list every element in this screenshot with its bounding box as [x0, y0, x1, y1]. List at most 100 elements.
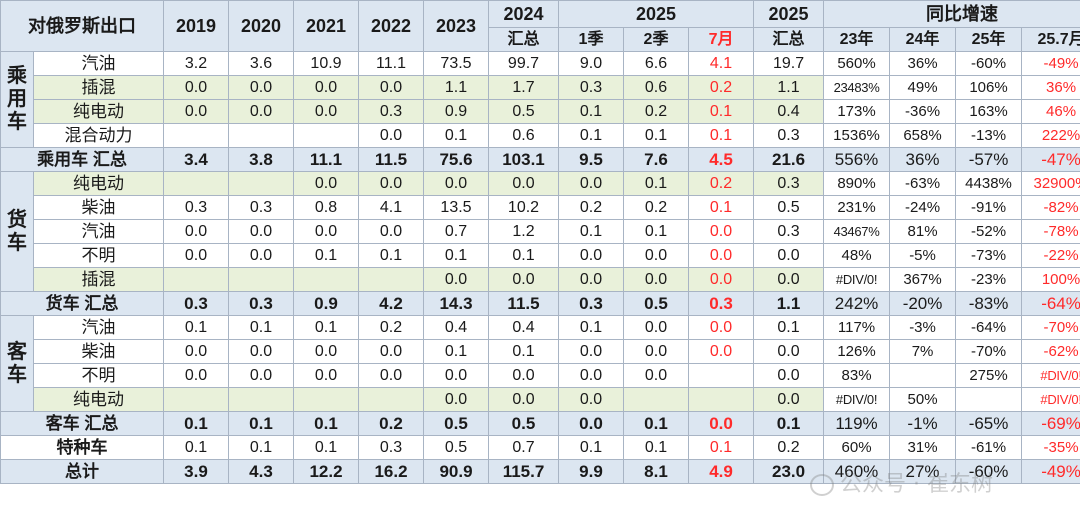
cell: -1% [889, 411, 957, 436]
cell: 0.0 [358, 363, 424, 388]
cell: 556% [823, 147, 891, 172]
cell: 0.0 [228, 99, 294, 124]
cell: 0.3 [228, 291, 294, 316]
cell: -36% [889, 99, 957, 124]
cell [293, 267, 359, 292]
cell: -20% [889, 291, 957, 316]
col-2022: 2022 [358, 0, 424, 52]
cell [163, 387, 229, 412]
col-growth-group: 同比增速 [823, 0, 1080, 28]
total-row: 总计 3.9 4.3 12.2 16.2 90.9 115.7 9.9 8.1 4.9 23.0 … [0, 459, 1080, 484]
cell: 0.1 [558, 315, 624, 340]
row-label: 汽油 [33, 219, 164, 244]
cell: 0.1 [623, 171, 689, 196]
row-label: 纯电动 [33, 171, 164, 196]
cell: 6.6 [623, 51, 689, 76]
cell [358, 267, 424, 292]
table-row: 不明 0.0 0.0 0.1 0.1 0.1 0.1 0.0 0.0 0.0 0.0 48% -5%… [1, 243, 1080, 268]
category-truck: 货车 [0, 171, 34, 292]
cell: 0.0 [293, 363, 359, 388]
category-bus: 客车 [0, 315, 34, 412]
cell: 0.0 [163, 219, 229, 244]
cell: 0.0 [358, 219, 424, 244]
col-growth-23: 23年 [823, 27, 891, 52]
cell: 7.6 [623, 147, 689, 172]
subtotal-row: 货车 汇总 0.3 0.3 0.9 4.2 14.3 11.5 0.3 0.5 0.3 1.1 2… [0, 291, 1080, 316]
cell: 0.1 [687, 195, 755, 220]
cell: -64% [1021, 291, 1080, 316]
cell [163, 267, 229, 292]
cell: 0.0 [687, 243, 755, 268]
col-2020: 2020 [228, 0, 294, 52]
cell: 0.1 [623, 435, 689, 460]
col-2021: 2021 [293, 0, 359, 52]
cell: 0.0 [163, 243, 229, 268]
cell: 81% [889, 219, 957, 244]
cell: 36% [1021, 75, 1080, 100]
cell: 16.2 [358, 459, 424, 484]
cell: 0.0 [293, 171, 359, 196]
cell: -24% [889, 195, 957, 220]
cell: 222% [1021, 123, 1080, 148]
cell: 0.0 [228, 219, 294, 244]
cell: 0.0 [558, 267, 624, 292]
cell: 117% [823, 315, 891, 340]
export-table: 对俄罗斯出口 2019 2020 2021 2022 2023 2024 202… [0, 0, 1080, 484]
cell: -47% [1021, 147, 1080, 172]
cell: 0.6 [623, 75, 689, 100]
cell: 0.5 [423, 411, 489, 436]
table-row: 汽油 0.0 0.0 0.0 0.0 0.7 1.2 0.1 0.1 0.0 0.3 43467%… [1, 219, 1080, 244]
cell: 0.1 [558, 99, 624, 124]
cell: 0.0 [558, 387, 624, 412]
cell: 1.7 [488, 75, 559, 100]
cell: 0.0 [293, 219, 359, 244]
cell: 27% [889, 459, 957, 484]
table-row: 货车 纯电动 0.0 0.0 0.0 0.0 0.0 0.1 0.2 0.3 890% -63%… [0, 171, 1080, 292]
header-row-1: 对俄罗斯出口 2019 2020 2021 2022 2023 2024 202… [0, 0, 1080, 52]
cell: 0.3 [163, 291, 229, 316]
cell: -60% [955, 459, 1023, 484]
cell: 0.1 [687, 123, 755, 148]
cell: 0.3 [753, 171, 825, 196]
cell: 0.2 [687, 75, 755, 100]
col-2019: 2019 [163, 0, 229, 52]
cell: 0.1 [163, 315, 229, 340]
cell: 0.8 [293, 195, 359, 220]
cell: 0.3 [358, 435, 424, 460]
header-row-2: 汇总 1季 2季 7月 汇总 23年 24年 25年 25.7月 [1, 27, 1080, 52]
cell: 0.0 [423, 267, 489, 292]
cell: -35% [1021, 435, 1080, 460]
cell: -22% [1021, 243, 1080, 268]
cell: 890% [823, 171, 891, 196]
cell: 83% [823, 363, 891, 388]
cell: 10.9 [293, 51, 359, 76]
cell: 0.3 [558, 291, 624, 316]
cell [228, 387, 294, 412]
row-label: 汽油 [33, 315, 164, 340]
cell: 8.1 [623, 459, 689, 484]
cell: 1.1 [753, 291, 825, 316]
cell: 1536% [823, 123, 891, 148]
col-q2: 2季 [623, 27, 689, 52]
cell: 0.0 [293, 75, 359, 100]
cell: -70% [955, 339, 1023, 364]
cell: 0.0 [558, 363, 624, 388]
cell: 0.2 [558, 195, 624, 220]
cell: 3.8 [228, 147, 294, 172]
cell: 0.0 [163, 363, 229, 388]
col-jul: 7月 [687, 27, 755, 52]
cell: 0.0 [687, 267, 755, 292]
cell: 0.2 [623, 99, 689, 124]
cell: 658% [889, 123, 957, 148]
col-growth-24: 24年 [889, 27, 957, 52]
cell: 0.1 [293, 315, 359, 340]
cell: -49% [1021, 459, 1080, 484]
cell: 4438% [955, 171, 1023, 196]
cell: 3.9 [163, 459, 229, 484]
row-label: 不明 [33, 243, 164, 268]
cell: 0.1 [423, 123, 489, 148]
cell: 0.0 [623, 267, 689, 292]
cell: 7% [889, 339, 957, 364]
cell: 60% [823, 435, 891, 460]
cell: 14.3 [423, 291, 489, 316]
